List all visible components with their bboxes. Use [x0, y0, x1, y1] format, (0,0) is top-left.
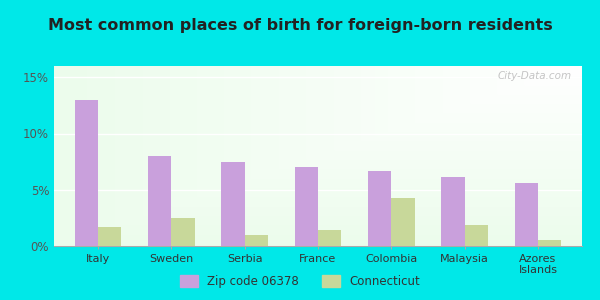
Bar — [245, 235, 268, 246]
Bar — [464, 225, 488, 246]
Bar — [391, 198, 415, 246]
Text: Most common places of birth for foreign-born residents: Most common places of birth for foreign-… — [47, 18, 553, 33]
Bar — [515, 183, 538, 246]
Bar — [441, 177, 464, 246]
Bar — [538, 240, 562, 246]
Text: City-Data.com: City-Data.com — [497, 71, 571, 81]
Bar — [98, 227, 121, 246]
Bar — [172, 218, 195, 246]
Legend: Zip code 06378, Connecticut: Zip code 06378, Connecticut — [176, 271, 424, 291]
Bar — [368, 171, 391, 246]
Bar — [318, 230, 341, 246]
Bar — [74, 100, 98, 246]
Bar — [221, 162, 245, 246]
Bar — [295, 167, 318, 246]
Bar — [148, 156, 172, 246]
